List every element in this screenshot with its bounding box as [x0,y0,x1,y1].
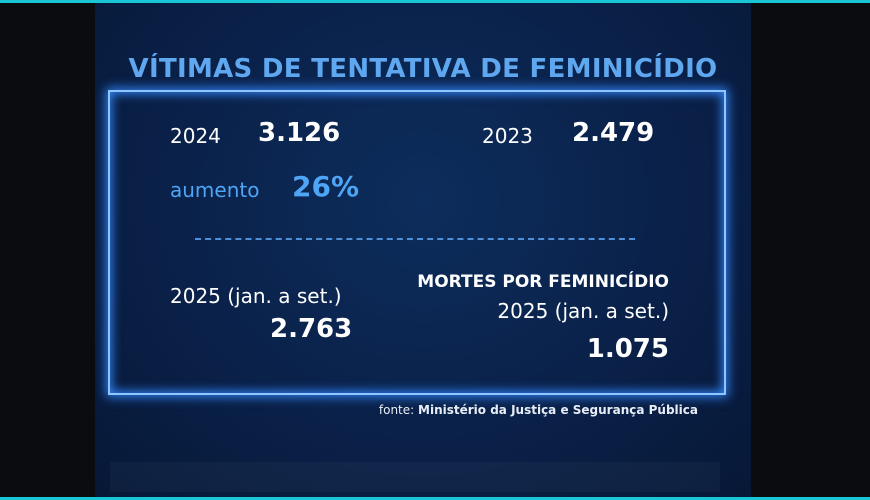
bottom-edge [0,497,870,500]
divider [195,238,635,240]
source: fonte: Ministério da Justiça e Segurança… [379,403,698,417]
year-value: 3.126 [258,118,341,148]
title: VÍTIMAS DE TENTATIVA DE FEMINICÍDIO [128,54,718,84]
top-edge [0,0,870,3]
increase-label: aumento [170,178,260,202]
source-prefix: fonte: [378,403,415,417]
deaths-value: 1.075 [586,334,669,364]
period-label: 2025 (jan. a set.) [170,284,342,308]
deaths-title: MORTES POR FEMINICÍDIO [417,272,669,292]
increase-value: 26% [292,170,360,203]
faded-caption [110,462,720,492]
year-label: 2023 [482,124,533,148]
year-value: 2.479 [572,118,655,148]
source-text: Ministério da Justiça e Segurança Públic… [418,403,698,417]
stats-box [108,90,726,395]
deaths-label: 2025 (jan. a set.) [497,299,669,323]
period-value: 2.763 [270,314,353,344]
year-label: 2024 [170,124,221,148]
graphic-panel [95,3,751,497]
